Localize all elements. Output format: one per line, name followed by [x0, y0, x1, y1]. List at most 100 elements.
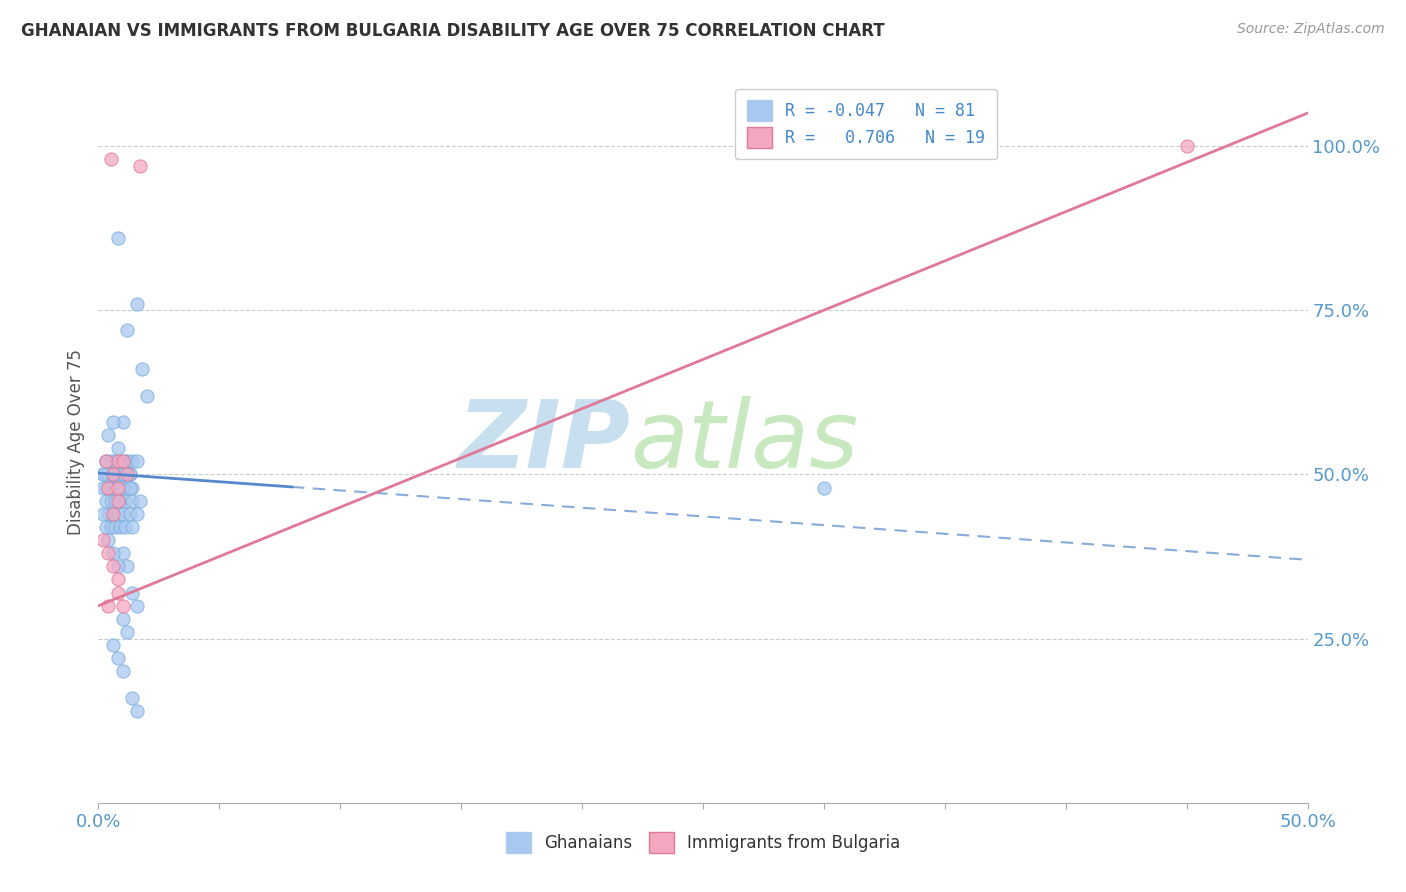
Point	[107, 493, 129, 508]
Point	[104, 493, 127, 508]
Point	[97, 481, 120, 495]
Point	[104, 454, 127, 468]
Point	[91, 467, 114, 482]
Point	[117, 625, 139, 640]
Point	[131, 362, 153, 376]
Point	[107, 573, 129, 587]
Y-axis label: Disability Age Over 75: Disability Age Over 75	[66, 349, 84, 534]
Point	[107, 467, 129, 482]
Point	[111, 599, 134, 613]
Point	[1175, 139, 1198, 153]
Point	[107, 651, 129, 665]
Text: GHANAIAN VS IMMIGRANTS FROM BULGARIA DISABILITY AGE OVER 75 CORRELATION CHART: GHANAIAN VS IMMIGRANTS FROM BULGARIA DIS…	[21, 22, 884, 40]
Point	[101, 559, 124, 574]
Point	[111, 612, 134, 626]
Point	[111, 467, 134, 482]
Point	[94, 493, 117, 508]
Point	[100, 493, 122, 508]
Point	[97, 467, 120, 482]
Point	[128, 493, 150, 508]
Point	[100, 481, 122, 495]
Point	[813, 481, 835, 495]
Point	[97, 599, 120, 613]
Point	[118, 481, 141, 495]
Point	[108, 481, 131, 495]
Point	[97, 481, 120, 495]
Point	[108, 493, 131, 508]
Point	[127, 704, 149, 718]
Point	[121, 454, 143, 468]
Point	[111, 481, 134, 495]
Point	[118, 507, 141, 521]
Point	[101, 467, 124, 482]
Point	[101, 467, 124, 482]
Point	[128, 159, 150, 173]
Point	[101, 507, 124, 521]
Point	[100, 152, 122, 166]
Point	[107, 481, 129, 495]
Point	[117, 323, 139, 337]
Legend: Ghanaians, Immigrants from Bulgaria: Ghanaians, Immigrants from Bulgaria	[499, 826, 907, 860]
Point	[117, 454, 139, 468]
Point	[121, 585, 143, 599]
Point	[91, 467, 114, 482]
Point	[111, 467, 134, 482]
Point	[91, 533, 114, 547]
Point	[107, 585, 129, 599]
Point	[104, 467, 127, 482]
Point	[111, 454, 134, 468]
Point	[91, 507, 114, 521]
Point	[127, 599, 149, 613]
Point	[97, 467, 120, 482]
Point	[100, 467, 122, 482]
Point	[111, 665, 134, 679]
Point	[118, 467, 141, 482]
Point	[100, 454, 122, 468]
Point	[114, 493, 136, 508]
Point	[101, 507, 124, 521]
Point	[100, 520, 122, 534]
Point	[97, 507, 120, 521]
Point	[107, 454, 129, 468]
Point	[91, 481, 114, 495]
Point	[101, 546, 124, 560]
Point	[107, 231, 129, 245]
Point	[111, 415, 134, 429]
Point	[111, 546, 134, 560]
Point	[114, 520, 136, 534]
Point	[108, 467, 131, 482]
Text: Source: ZipAtlas.com: Source: ZipAtlas.com	[1237, 22, 1385, 37]
Point	[127, 507, 149, 521]
Point	[97, 546, 120, 560]
Point	[97, 533, 120, 547]
Point	[114, 481, 136, 495]
Point	[117, 467, 139, 482]
Point	[108, 520, 131, 534]
Point	[107, 467, 129, 482]
Point	[108, 454, 131, 468]
Point	[127, 296, 149, 310]
Point	[104, 481, 127, 495]
Point	[111, 507, 134, 521]
Point	[127, 454, 149, 468]
Point	[94, 467, 117, 482]
Point	[121, 520, 143, 534]
Point	[114, 454, 136, 468]
Point	[135, 388, 157, 402]
Point	[121, 481, 143, 495]
Point	[104, 520, 127, 534]
Point	[94, 520, 117, 534]
Point	[107, 441, 129, 455]
Point	[101, 481, 124, 495]
Point	[107, 559, 129, 574]
Point	[121, 493, 143, 508]
Point	[101, 467, 124, 482]
Point	[118, 467, 141, 482]
Point	[107, 481, 129, 495]
Text: atlas: atlas	[630, 396, 859, 487]
Point	[121, 690, 143, 705]
Point	[97, 428, 120, 442]
Text: ZIP: ZIP	[457, 395, 630, 488]
Point	[94, 481, 117, 495]
Point	[94, 454, 117, 468]
